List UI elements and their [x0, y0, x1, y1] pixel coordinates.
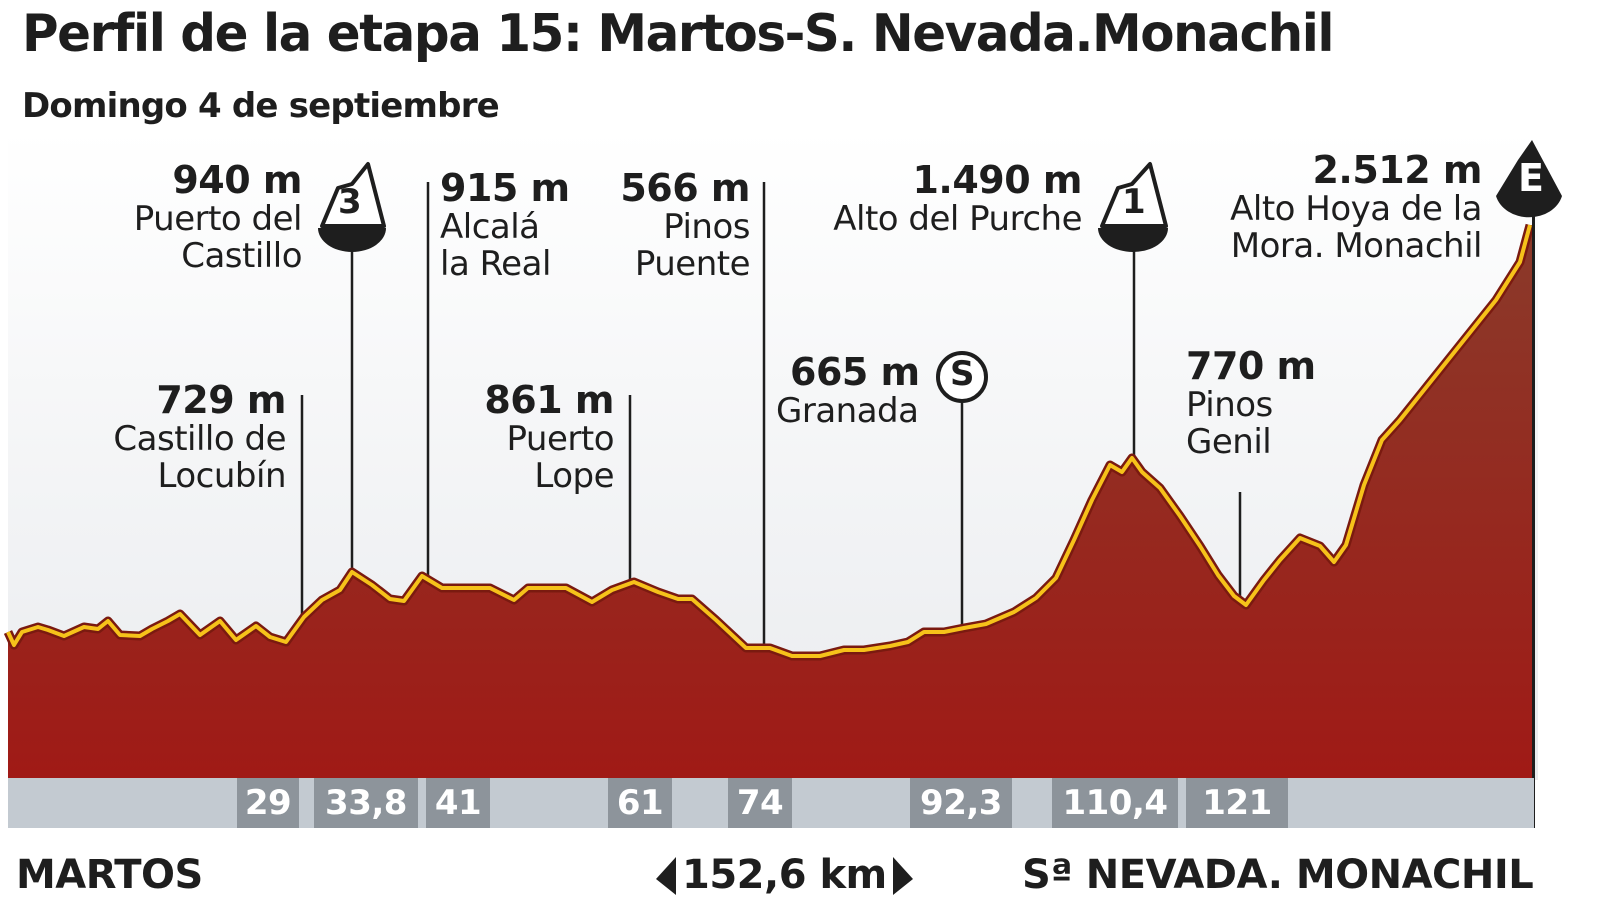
- category-3-badge-label: 3: [338, 182, 362, 222]
- page-subtitle: Domingo 4 de septiembre: [22, 86, 500, 126]
- place-name: Puerto: [506, 419, 615, 460]
- category-especial-badge-icon: [1496, 140, 1562, 218]
- category-1-badge-icon: [1098, 162, 1168, 252]
- altitude: 861 m: [484, 378, 614, 422]
- label-puerto-lope: 861 m Puerto Lope: [484, 378, 615, 496]
- place-name: Castillo: [181, 235, 302, 276]
- leader-lines: [300, 182, 1242, 648]
- place-name: Mora. Monachil: [1230, 225, 1483, 266]
- label-alto-purche: 1.490 m Alto del Purche: [833, 158, 1082, 240]
- sprint-badge-label: S: [950, 354, 975, 394]
- km-marker: 33,8: [314, 778, 418, 828]
- distance-value: 152,6 km: [682, 852, 887, 898]
- place-name: Alto del Purche: [833, 199, 1082, 240]
- altitude: 665 m: [790, 350, 920, 394]
- km-marker: 41: [426, 778, 490, 828]
- altitude: 940 m: [172, 158, 302, 202]
- km-marker: 29: [237, 778, 299, 828]
- altitude: 566 m: [620, 166, 750, 210]
- start-town: MARTOS: [16, 852, 203, 898]
- altitude: 770 m: [1186, 344, 1316, 388]
- label-alcala-la-real: 915 m Alcalá la Real: [440, 166, 570, 284]
- arrow-right-icon: [892, 857, 913, 895]
- label-castillo-locubin: 729 m Castillo de Locubín: [113, 378, 287, 496]
- label-pinos-puente: 566 m Pinos Puente: [620, 166, 751, 284]
- profile-line: [6, 224, 1532, 658]
- place-name: Pinos: [663, 207, 750, 248]
- place-name: Castillo de: [113, 419, 286, 460]
- category-3-badge-icon: [318, 162, 386, 252]
- profile-fill: [8, 225, 1532, 778]
- sprint-badge-icon: [936, 351, 988, 403]
- category-especial-badge-label: E: [1518, 156, 1544, 200]
- km-marker: 92,3: [910, 778, 1012, 828]
- label-puerto-castillo: 940 m Puerto del Castillo: [133, 158, 303, 276]
- altitude: 2.512 m: [1312, 148, 1482, 192]
- place-name: Alcalá: [440, 207, 540, 248]
- place-name: la Real: [440, 243, 551, 284]
- altitude: 1.490 m: [912, 158, 1082, 202]
- place-name: Alto Hoya de la: [1230, 189, 1482, 230]
- altitude: 915 m: [440, 166, 570, 210]
- km-marker: 121: [1186, 778, 1288, 828]
- place-name: Puerto del: [133, 199, 303, 240]
- label-granada: 665 m Granada: [776, 350, 920, 432]
- label-alto-hoya-mora: 2.512 m Alto Hoya de la Mora. Monachil: [1230, 148, 1483, 266]
- total-distance: 152,6 km: [654, 852, 915, 898]
- category-1-badge-label: 1: [1122, 182, 1146, 222]
- place-name: Genil: [1186, 421, 1272, 462]
- place-name: Granada: [776, 391, 919, 432]
- km-marker: 74: [728, 778, 792, 828]
- arrow-left-icon: [656, 857, 676, 895]
- place-name: Lope: [534, 455, 614, 496]
- km-marker: 110,4: [1052, 778, 1178, 828]
- finish-town: Sª NEVADA. MONACHIL: [1022, 852, 1534, 898]
- km-strip: 29 33,8 41 61 74 92,3 110,4 121: [8, 778, 1534, 828]
- km-marker: 61: [608, 778, 672, 828]
- finish-line: [1532, 200, 1535, 828]
- place-name: Locubín: [157, 455, 287, 496]
- altitude: 729 m: [156, 378, 286, 422]
- page-title: Perfil de la etapa 15: Martos-S. Nevada.…: [22, 4, 1335, 64]
- place-name: Puente: [634, 243, 751, 284]
- place-name: Pinos: [1186, 385, 1273, 426]
- label-pinos-genil: 770 m Pinos Genil: [1186, 344, 1316, 462]
